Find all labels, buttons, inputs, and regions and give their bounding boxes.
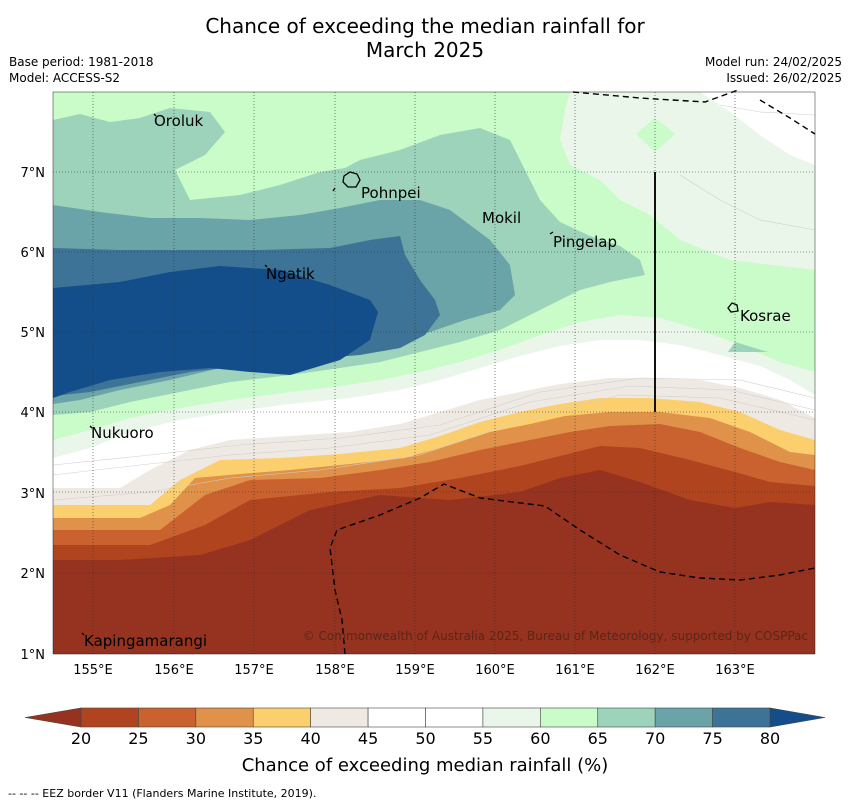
lat-tick-6: 6°N xyxy=(21,246,46,261)
title-line-2: March 2025 xyxy=(365,38,485,62)
colorbar-tick-label: 80 xyxy=(760,729,780,748)
colorbar-tick-label: 50 xyxy=(415,729,435,748)
lon-tick-159: 159°E xyxy=(395,663,435,678)
colorbar-tick-label: 20 xyxy=(71,729,91,748)
colorbar-tick-label: 30 xyxy=(186,729,206,748)
contour-band-ne-white xyxy=(700,92,815,165)
lon-tick-162: 162°E xyxy=(635,663,675,678)
run-info: Model run: 24/02/2025 Issued: 26/02/2025 xyxy=(705,54,842,86)
colorbar-swatch xyxy=(252,707,311,728)
colorbar: 20 25 30 35 40 45 50 55 60 65 70 75 80 xyxy=(24,707,826,748)
colorbar-swatch xyxy=(310,707,369,728)
model-run: Model run: 24/02/2025 xyxy=(704,55,842,69)
map-title: Chance of exceeding the median rainfall … xyxy=(0,14,850,62)
title-line-1: Chance of exceeding the median rainfall … xyxy=(205,14,645,38)
place-nukuoro: Nukuoro xyxy=(91,424,154,442)
colorbar-over-arrow xyxy=(769,707,826,728)
eez-border xyxy=(329,89,816,655)
lat-tick-2: 2°N xyxy=(21,567,46,582)
model-name: Model: ACCESS-S2 xyxy=(9,71,121,85)
colorbar-swatch xyxy=(597,707,656,728)
place-kosrae: Kosrae xyxy=(740,307,791,325)
contour-patch-east xyxy=(636,118,675,152)
place-labels: Oroluk Pohnpei Mokil Pingelap Ngatik Kos… xyxy=(84,112,791,650)
lon-tick-155: 155°E xyxy=(73,663,113,678)
lon-tick-161: 161°E xyxy=(555,663,595,678)
colorbar-tick-label: 75 xyxy=(702,729,722,748)
colorbar-swatch xyxy=(540,707,599,728)
latitude-labels: 1°N 2°N 3°N 4°N 5°N 6°N 7°N xyxy=(21,166,46,663)
lat-tick-5: 5°N xyxy=(21,326,46,341)
place-pohnpei: Pohnpei xyxy=(361,184,421,202)
colorbar-swatch xyxy=(367,707,426,728)
colorbar-tick-label: 35 xyxy=(243,729,263,748)
colorbar-tick-label: 55 xyxy=(473,729,493,748)
kosrae-island xyxy=(727,302,739,313)
lat-tick-4: 4°N xyxy=(21,406,46,421)
lat-tick-7: 7°N xyxy=(21,166,46,181)
colorbar-under-arrow xyxy=(24,707,82,728)
colorbar-tick-label: 25 xyxy=(128,729,148,748)
lat-tick-1: 1°N xyxy=(21,648,46,663)
lon-tick-156: 156°E xyxy=(154,663,194,678)
map-frame xyxy=(52,91,816,655)
lon-tick-163: 163°E xyxy=(715,663,755,678)
colorbar-swatch xyxy=(195,707,254,728)
model-info: Base period: 1981-2018 Model: ACCESS-S2 xyxy=(9,54,154,86)
colorbar-tick-label: 60 xyxy=(530,729,550,748)
map-gridlines xyxy=(53,92,815,654)
colorbar-tick-label: 40 xyxy=(300,729,320,748)
place-oroluk: Oroluk xyxy=(154,112,203,130)
colorbar-swatch xyxy=(138,707,197,728)
eez-footnote: -- -- -- EEZ border V11 (Flanders Marine… xyxy=(8,787,317,800)
colorbar-swatch xyxy=(712,707,771,728)
colorbar-swatch xyxy=(425,707,484,728)
lon-tick-158: 158°E xyxy=(315,663,355,678)
place-pingelap: Pingelap xyxy=(553,233,617,251)
colorbar-swatch xyxy=(654,707,713,728)
place-ngatik: Ngatik xyxy=(266,265,315,283)
colorbar-tick-label: 45 xyxy=(358,729,378,748)
colorbar-swatch xyxy=(482,707,541,728)
place-kapingamarangi: Kapingamarangi xyxy=(84,632,207,650)
island-outlines xyxy=(81,113,739,636)
longitude-labels: 155°E 156°E 157°E 158°E 159°E 160°E 161°… xyxy=(73,663,755,678)
lon-tick-160: 160°E xyxy=(475,663,515,678)
issued-date: Issued: 26/02/2025 xyxy=(726,71,842,85)
base-period: Base period: 1981-2018 xyxy=(9,55,154,69)
lat-tick-3: 3°N xyxy=(21,487,46,502)
lon-tick-157: 157°E xyxy=(234,663,274,678)
colorbar-tick-label: 70 xyxy=(645,729,665,748)
place-mokil: Mokil xyxy=(482,209,521,227)
colorbar-tick-label: 65 xyxy=(588,729,608,748)
map-contours xyxy=(53,92,815,654)
colorbar-title: Chance of exceeding median rainfall (%) xyxy=(241,755,609,776)
pohnpei-island xyxy=(342,171,361,188)
colorbar-swatch xyxy=(80,707,139,728)
contour-patch-kosrae xyxy=(728,342,768,352)
copyright-notice: © Commonwealth of Australia 2025, Bureau… xyxy=(303,629,808,643)
